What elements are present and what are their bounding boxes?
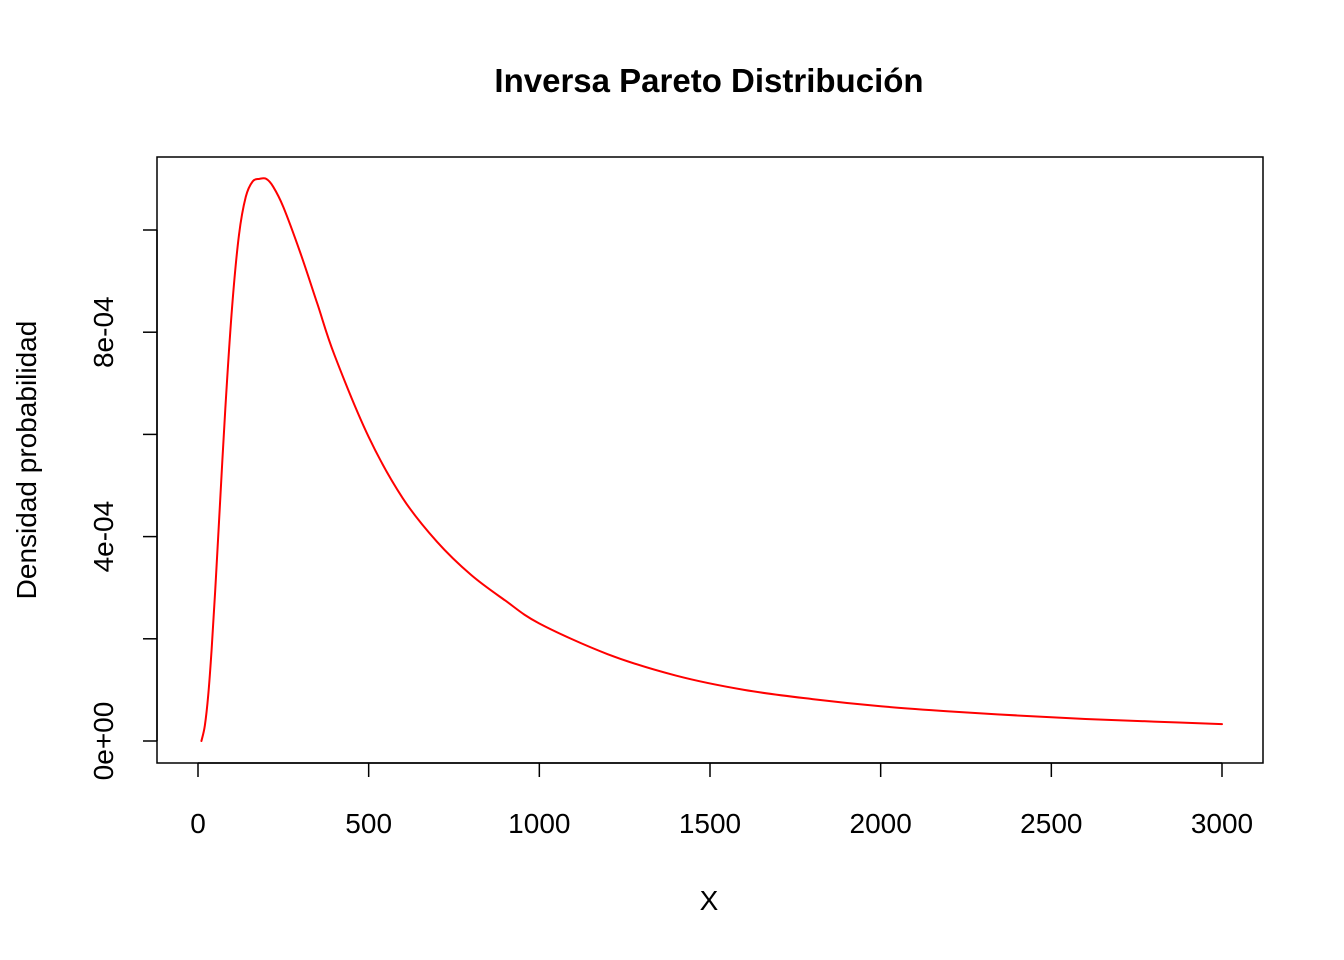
- y-tick-label: 0e+00: [88, 702, 119, 781]
- x-tick-label: 3000: [1191, 808, 1253, 839]
- x-tick-label: 1500: [679, 808, 741, 839]
- x-axis: 0 500 1000 1500 2000 2500 3000: [190, 762, 1253, 839]
- chart-title: Inversa Pareto Distribución: [494, 62, 923, 99]
- y-tick-label: 4e-04: [88, 501, 119, 573]
- plot-frame: [156, 156, 1264, 764]
- x-tick-label: 1000: [508, 808, 570, 839]
- x-tick-label: 0: [190, 808, 206, 839]
- y-tick-label: 8e-04: [88, 296, 119, 368]
- series-line: [200, 177, 1223, 742]
- x-axis-label: X: [700, 885, 719, 916]
- x-tick-label: 500: [345, 808, 392, 839]
- y-axis-label: Densidad probabilidad: [11, 321, 42, 600]
- x-tick-label: 2500: [1020, 808, 1082, 839]
- y-axis: 0e+00 4e-04 8e-04: [88, 229, 158, 781]
- x-tick-label: 2000: [850, 808, 912, 839]
